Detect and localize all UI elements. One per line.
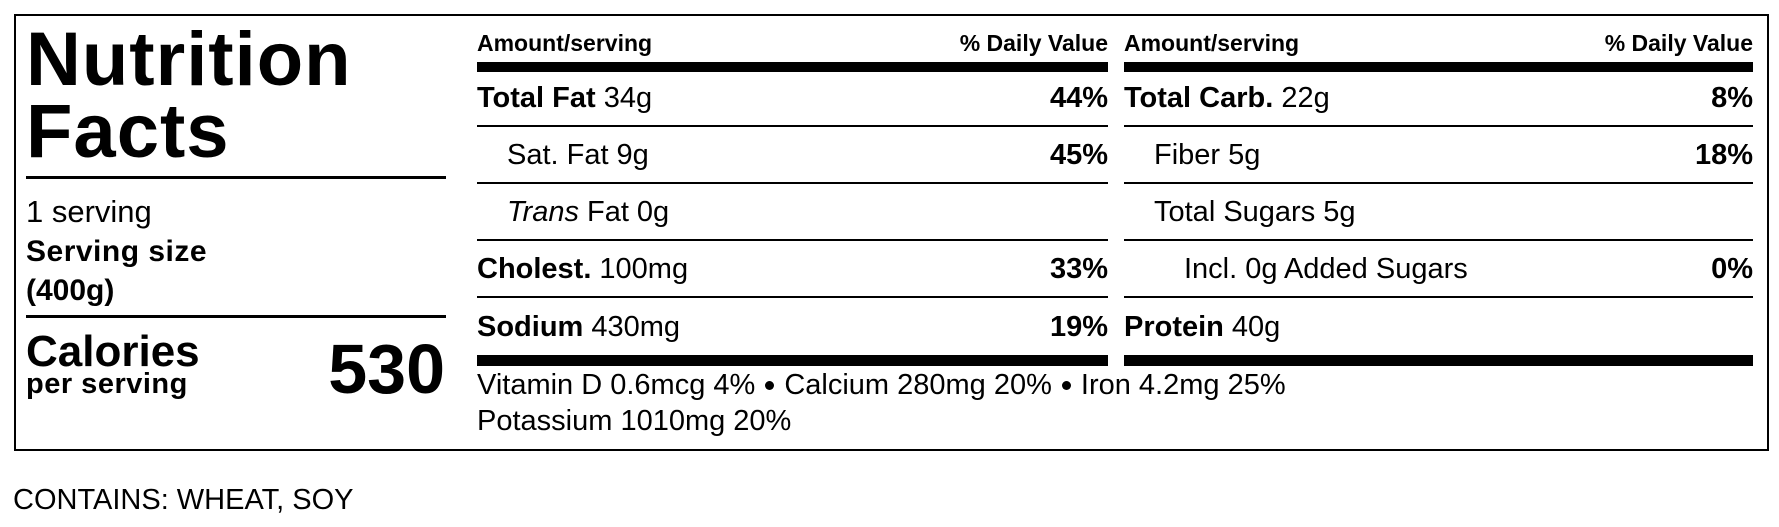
thick-bar bbox=[477, 62, 1108, 72]
nutrient-name: Total Carb. bbox=[1124, 82, 1274, 114]
daily-value: 8% bbox=[1711, 82, 1753, 114]
nutrient-row: Sat. Fat 9g 45% bbox=[477, 129, 1108, 184]
nutrient-row: Total Fat 34g 44% bbox=[477, 72, 1108, 127]
nutrient-row: Protein 40g bbox=[1124, 300, 1753, 355]
serving-size-label: Serving size bbox=[26, 235, 208, 268]
calories-value: 530 bbox=[328, 330, 445, 408]
divider bbox=[26, 315, 446, 318]
nutrition-label: Nutrition Facts 1 serving Serving size (… bbox=[14, 14, 1769, 451]
allergens: CONTAINS: WHEAT, SOY bbox=[13, 484, 354, 516]
daily-value: 18% bbox=[1694, 139, 1753, 171]
vitamin: Iron 4.2mg 25% bbox=[1080, 369, 1286, 401]
thick-bar bbox=[1124, 355, 1753, 366]
thick-bar bbox=[477, 355, 1108, 366]
nutrient-amount: 34g bbox=[603, 82, 653, 114]
nutrient-amount: 100mg bbox=[599, 253, 689, 285]
nutrient-row: Fiber 5g 18% bbox=[1124, 129, 1753, 184]
nutrient-name-italic: Trans bbox=[507, 196, 579, 228]
daily-value: 0% bbox=[1711, 253, 1753, 285]
vitamin: Vitamin D 0.6mcg 4% bbox=[477, 369, 756, 401]
daily-value: 19% bbox=[1049, 311, 1108, 343]
nutrient-row: Trans Fat 0g bbox=[477, 186, 1108, 241]
dv-header: % Daily Value bbox=[959, 30, 1108, 56]
bullet bbox=[1061, 381, 1071, 390]
nutrient-name: Total Fat bbox=[477, 82, 596, 114]
nutrient-name: Protein bbox=[1124, 311, 1224, 343]
nutrient-amount: 0g bbox=[636, 196, 670, 228]
thick-bar bbox=[1124, 62, 1753, 72]
nutrient-row: Incl. 0g Added Sugars 0% bbox=[1124, 243, 1753, 298]
calories-label: Calories bbox=[26, 327, 200, 376]
nutrient-amount: 5g bbox=[1323, 196, 1356, 228]
daily-value: 45% bbox=[1049, 139, 1108, 171]
amount-header: Amount/serving bbox=[477, 30, 653, 56]
nutrient-name: Fat bbox=[586, 196, 629, 228]
vitamins-line: Vitamin D 0.6mcg 4% Calcium 280mg 20% Iron… bbox=[477, 369, 1286, 402]
nutrient-name: Sat. Fat bbox=[507, 139, 609, 171]
bullet bbox=[765, 381, 775, 390]
nutrient-amount: 5g bbox=[1228, 139, 1261, 171]
divider bbox=[26, 176, 446, 179]
nutrient-name: Sodium bbox=[477, 311, 584, 343]
vitamin: Calcium 280mg 20% bbox=[784, 369, 1052, 401]
nutrient-row: Total Carb. 22g 8% bbox=[1124, 72, 1753, 127]
title: Nutrition Facts bbox=[26, 17, 352, 174]
nutrient-name: Cholest. bbox=[477, 253, 592, 285]
nutrient-name: Total Sugars bbox=[1154, 196, 1316, 228]
vitamins-line: Potassium 1010mg 20% bbox=[477, 405, 791, 438]
nutrient-amount: 430mg bbox=[591, 311, 681, 343]
nutrient-name: Fiber bbox=[1154, 139, 1221, 171]
servings: 1 serving bbox=[26, 194, 152, 229]
nutrient-amount: 9g bbox=[616, 139, 649, 171]
calories-sub: per serving bbox=[26, 368, 188, 400]
nutrient-row: Total Sugars 5g bbox=[1124, 186, 1753, 241]
vitamin: Potassium 1010mg 20% bbox=[477, 405, 792, 437]
nutrient-amount: 22g bbox=[1281, 82, 1330, 114]
nutrient-name: Incl. 0g Added Sugars bbox=[1184, 253, 1468, 285]
amount-header: Amount/serving bbox=[1124, 30, 1300, 56]
daily-value: 33% bbox=[1049, 253, 1108, 285]
nutrient-row: Sodium 430mg 19% bbox=[477, 300, 1108, 355]
nutrient-amount: 40g bbox=[1231, 311, 1281, 343]
dv-header: % Daily Value bbox=[1604, 30, 1753, 56]
nutrient-row: Cholest. 100mg 33% bbox=[477, 243, 1108, 298]
daily-value: 44% bbox=[1049, 82, 1108, 114]
serving-size: (400g) bbox=[26, 274, 115, 307]
